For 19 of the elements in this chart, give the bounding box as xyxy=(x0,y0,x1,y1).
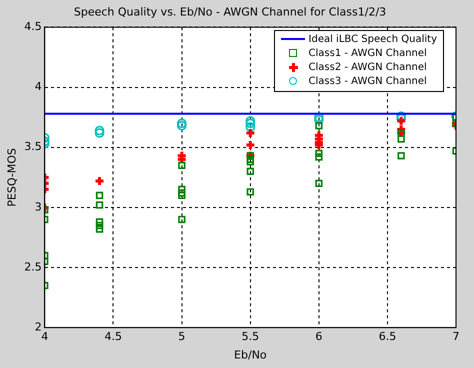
y-tick-label: 3.5 xyxy=(24,140,42,154)
y-tick-label: 4 xyxy=(34,80,42,94)
legend-label: Class1 - AWGN Channel xyxy=(308,48,427,59)
x-tick-label: 5.5 xyxy=(242,330,260,344)
y-tick-label: 2 xyxy=(34,320,42,334)
y-tick-label: 3 xyxy=(34,200,42,214)
legend-label: Ideal iLBC Speech Quality xyxy=(308,34,437,45)
legend-label: Class3 - AWGN Channel xyxy=(308,76,427,87)
legend-label: Class2 - AWGN Channel xyxy=(308,62,427,73)
y-tick-label: 4.5 xyxy=(24,20,42,34)
chart-title: Speech Quality vs. Eb/No - AWGN Channel for Class1/2/3 xyxy=(74,5,386,18)
x-tick-label: 5 xyxy=(178,330,186,344)
x-tick-label: 4.5 xyxy=(104,330,122,344)
x-axis-title: Eb/No xyxy=(234,348,267,362)
y-tick-label: 2.5 xyxy=(24,260,42,274)
x-tick-label: 6 xyxy=(315,330,322,344)
y-axis-title: PESQ-MOS xyxy=(5,148,18,207)
x-tick-label: 7 xyxy=(452,330,460,344)
x-tick-label: 6.5 xyxy=(378,330,396,344)
